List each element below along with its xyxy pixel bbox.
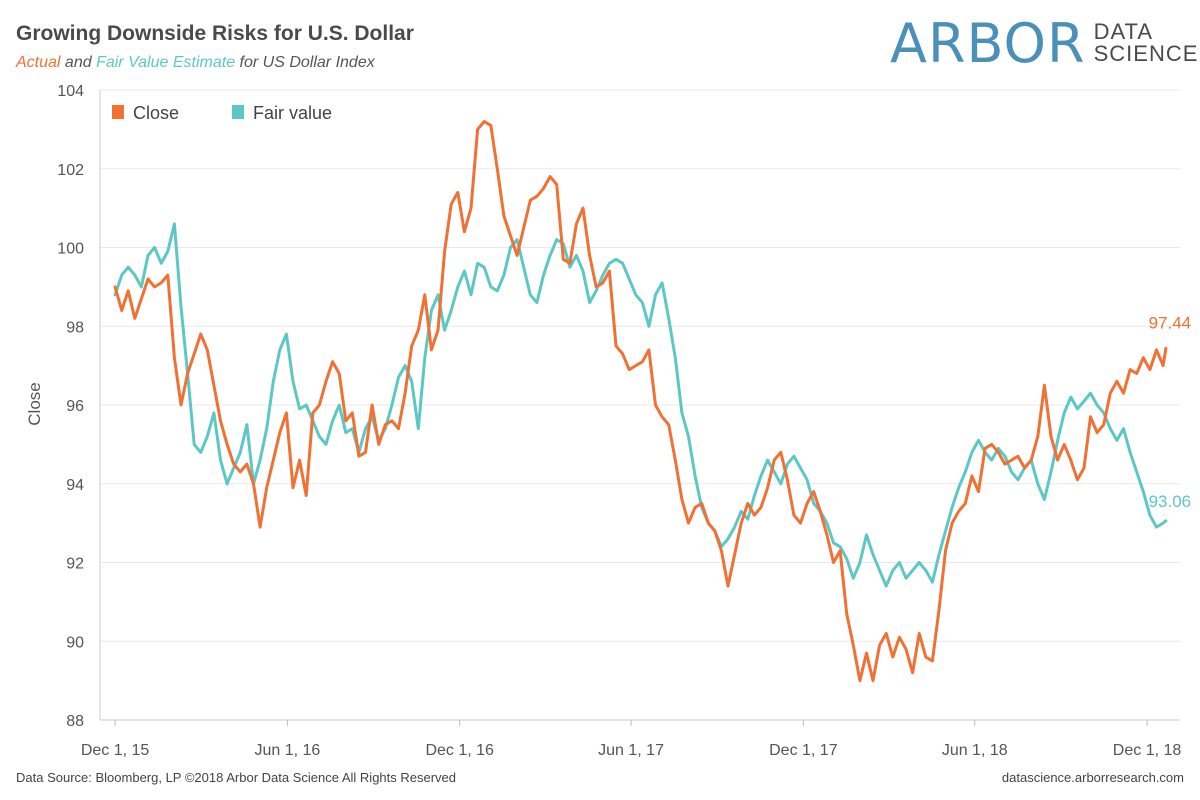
series-line-fair-value — [113, 222, 1168, 588]
y-tick-label: 94 — [66, 477, 84, 494]
series-lines — [113, 120, 1168, 683]
y-tick-label: 88 — [66, 713, 84, 730]
logo-sub-line1: DATA — [1093, 19, 1154, 44]
legend-label: Fair value — [253, 103, 332, 123]
legend-swatch — [112, 105, 124, 119]
y-axis-label: Close — [25, 382, 44, 425]
x-tick-label: Jun 1, 18 — [942, 742, 1008, 759]
logo-sub: DATA SCIENCE — [1094, 21, 1199, 65]
brand-logo: ARBOR DATA SCIENCE — [890, 8, 1198, 78]
legend-label: Close — [133, 103, 179, 123]
end-value-label: 97.44 — [1149, 313, 1192, 332]
x-tick-label: Dec 1, 16 — [425, 742, 494, 759]
y-axis: 88 90 92 94 96 98 100 102 104 — [57, 83, 84, 730]
logo-main: ARBOR — [890, 11, 1086, 75]
chart-title: Growing Downside Risks for U.S. Dollar — [16, 22, 414, 45]
logo-sub-line2: SCIENCE — [1093, 41, 1199, 66]
end-labels: 97.44 93.06 — [1149, 313, 1192, 510]
x-tick-label: Jun 1, 16 — [254, 742, 320, 759]
y-tick-label: 102 — [57, 162, 84, 179]
gridlines — [99, 89, 1180, 721]
x-tick-label: Dec 1, 18 — [1113, 742, 1182, 759]
series-line-close — [113, 120, 1168, 683]
legend: Close Fair value — [112, 103, 332, 123]
y-tick-label: 92 — [66, 556, 84, 573]
x-tick-label: Dec 1, 17 — [769, 742, 838, 759]
subtitle-fair: Fair Value Estimate — [96, 54, 236, 71]
y-tick-label: 104 — [57, 83, 84, 100]
end-value-label: 93.06 — [1149, 492, 1192, 511]
subtitle-and: and — [64, 54, 92, 71]
legend-swatch — [232, 105, 244, 119]
x-axis: Dec 1, 15 Jun 1, 16 Dec 1, 16 Jun 1, 17 Dec … — [81, 720, 1182, 759]
chart-subtitle: Actual and Fair Value Estimate for US Do… — [16, 54, 375, 72]
x-tick-label: Dec 1, 15 — [81, 742, 150, 759]
x-tick-label: Jun 1, 17 — [598, 742, 664, 759]
y-tick-label: 90 — [66, 634, 84, 651]
y-tick-label: 98 — [66, 319, 84, 336]
subtitle-actual: Actual — [16, 54, 61, 71]
footer-source: Data Source: Bloomberg, LP ©2018 Arbor D… — [16, 770, 457, 785]
y-tick-label: 96 — [66, 398, 84, 415]
y-tick-label: 100 — [57, 241, 84, 258]
footer-url: datascience.arborresearch.com — [1001, 770, 1184, 785]
subtitle-rest: for US Dollar Index — [239, 54, 375, 71]
